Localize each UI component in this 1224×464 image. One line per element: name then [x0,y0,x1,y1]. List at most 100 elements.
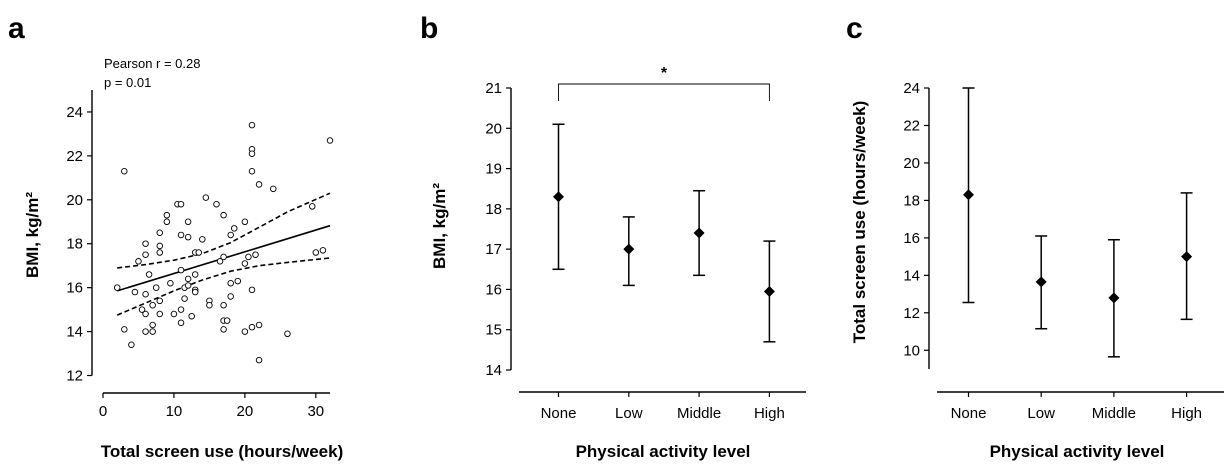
panel-a-point [184,218,192,226]
panel-a-point [230,225,238,232]
panel-a-ci-upper [117,192,331,269]
panel-a-point [156,229,163,236]
panel-c-mean-marker [1035,276,1047,288]
panel-a-point [206,301,213,309]
panel-a-point [227,293,234,300]
panel-a-x-tick-label: 20 [237,403,254,420]
panel-c-y-tick-label: 20 [903,155,920,172]
panel-a-point [135,258,142,265]
panel-b-x-axis-title: Physical activity level [576,442,751,461]
panel-a-point [241,328,249,335]
panel-a-point [184,233,192,241]
panel-a-point [195,249,203,256]
panel-c-mean-marker [963,189,974,201]
panel-a-y-tick-label: 24 [66,104,83,121]
panel-a-point [142,251,149,258]
panel-a-point [220,211,227,219]
panel-a-point [170,310,178,318]
panel-a-point [149,328,156,335]
panel-c-marks [962,87,1193,358]
panel-b-x-tick-label: None [541,405,577,422]
panel-a-axes: 12 14 16 18 20 22 24 0 10 20 30 [66,90,330,420]
panel-a-point [131,288,139,296]
panel-c-y-tick-label: 12 [903,305,920,322]
panel-a-point [142,240,149,247]
panel-c-y-tick-label: 16 [903,230,920,247]
panel-a-point [113,284,121,291]
panel-c-x-axis-title: Physical activity level [990,442,1165,461]
panel-a-y-tick-label: 12 [66,368,83,385]
panel-a-point [138,306,146,313]
panel-a-point [245,253,252,261]
panel-a-point [177,266,185,274]
panel-a-point [163,218,171,226]
panel-b-x-tick-label: High [754,405,785,422]
panel-a-point [234,277,242,285]
panel-a-y-tick-label: 16 [66,280,83,297]
panel-b-axes: 14 15 16 17 18 19 20 21 None Low Middle High [485,80,806,422]
panel-a-point [152,284,160,291]
panel-a-point [255,181,263,188]
panel-c-x-tick-label: None [951,405,987,422]
panel-b-y-tick-label: 21 [485,80,502,97]
panel-b-mean-marker [623,243,635,255]
panel-b-letter: b [420,12,438,45]
panel-c-y-tick-label: 22 [903,117,920,134]
panel-b-y-tick-label: 18 [485,201,502,218]
panel-c-axes: 10 12 14 16 18 20 22 24 None Low Middle High [903,80,1224,422]
panel-a-point [248,323,256,331]
panel-c-y-tick-label: 14 [903,267,920,284]
panel-c-x-tick-label: Middle [1092,405,1136,422]
panel-a-letter: a [8,12,25,45]
panel-a-point [191,271,199,278]
panel-a-point [220,301,227,309]
panel-a-point [326,137,334,144]
panel-a-point [252,251,259,258]
panel-a-x-tick-label: 0 [99,403,107,420]
panel-a-point [177,200,185,208]
panel-b-marks: * [552,65,776,343]
panel-c-mean-marker [1108,292,1120,304]
panel-c-y-tick-label: 24 [903,80,920,97]
panel-a-point [163,211,171,219]
panel-c-y-axis-title: Total screen use (hours/week) [850,101,869,343]
panel-a-point [227,280,234,287]
panel-b: b 14 15 16 17 18 19 20 21 None Low Middle High * Ph… [420,12,806,461]
panel-a-ci-lower [116,257,331,316]
panel-b-y-tick-label: 16 [485,281,502,298]
panel-c-mean-marker [1181,251,1193,263]
panel-a-x-tick-label: 10 [166,403,183,420]
panel-a-point [167,280,174,287]
panel-a-point [184,275,192,283]
panel-c-y-tick-label: 10 [903,342,920,359]
panel-a-point [121,326,128,333]
panel-a-point [199,236,206,243]
panel-a-point [220,326,227,333]
panel-a-point [202,194,210,201]
panel-b-significance-bracket [558,83,770,101]
panel-a-x-tick-label: 30 [307,403,324,420]
panel-a-point [121,168,128,175]
panel-a-point [220,253,227,261]
panel-a-point [149,301,156,309]
panel-b-x-tick-label: Middle [677,405,721,422]
panel-a-point [227,231,234,239]
panel-c-y-tick-label: 18 [903,192,920,209]
panel-b-mean-marker [553,191,564,203]
panel-a-point [319,247,327,254]
panel-b-significance-label: * [661,65,668,82]
panel-a-point [284,330,291,338]
panel-a-point [248,286,256,294]
panel-a-point [156,310,163,318]
panel-a-point [216,258,224,265]
panel-a-annotation-p: p = 0.01 [104,75,151,90]
panel-a-y-tick-label: 20 [66,192,83,209]
panel-a-point [142,290,149,298]
panel-a-point [156,249,163,256]
panel-b-y-tick-label: 20 [485,120,502,137]
panel-a-marks [113,121,334,364]
panel-a-point [128,341,135,349]
panel-a-point [156,242,163,250]
panel-a-y-tick-label: 14 [66,324,83,341]
